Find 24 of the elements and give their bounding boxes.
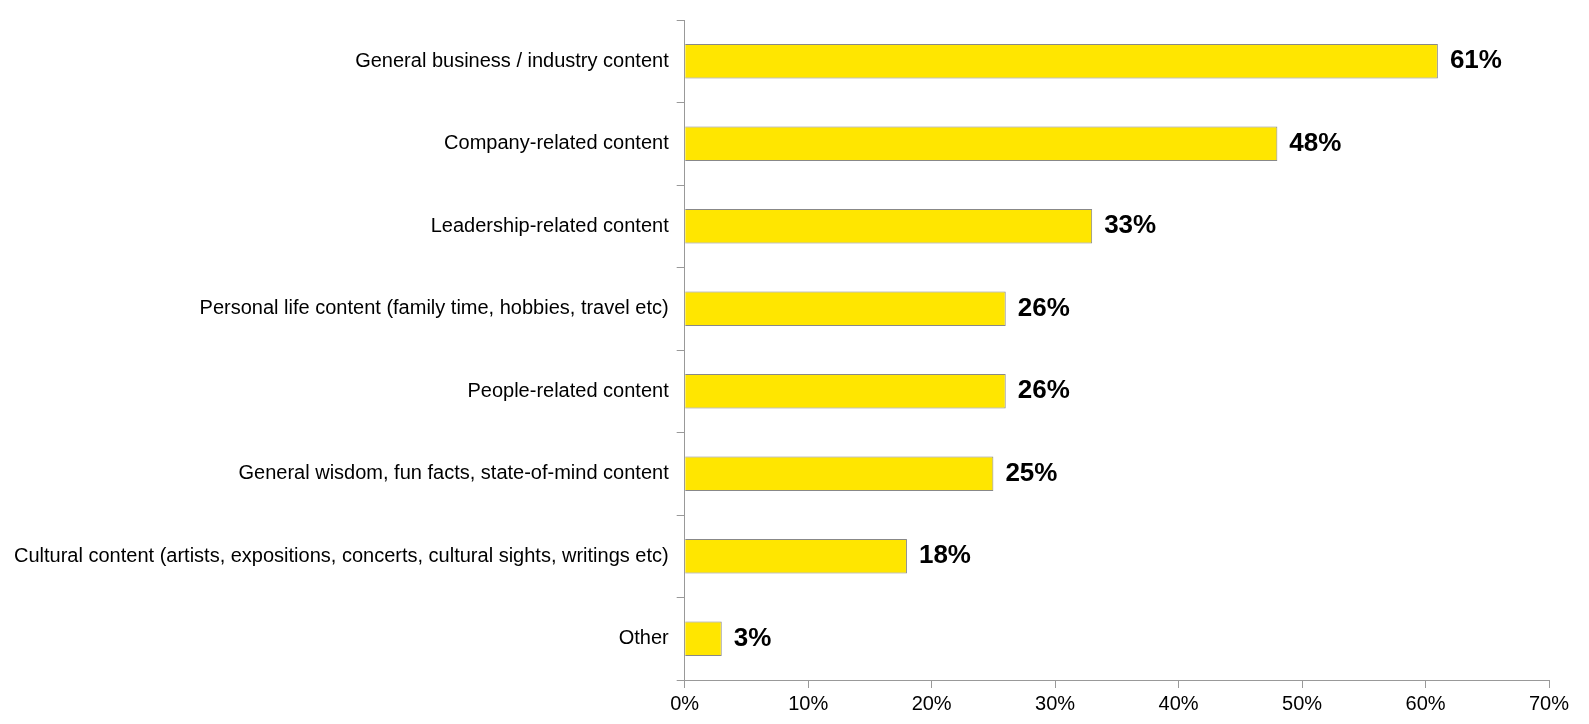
data-label: 25% bbox=[1005, 456, 1058, 487]
data-label: 61% bbox=[1449, 44, 1502, 75]
y-tick-label: Leadership-related content bbox=[430, 213, 670, 236]
x-tick-label: 0% bbox=[670, 691, 700, 714]
data-label: 3% bbox=[733, 621, 772, 652]
x-tick-label: 20% bbox=[911, 691, 952, 714]
data-label: 26% bbox=[1017, 291, 1070, 322]
y-tick-label: Personal life content (family time, hobbies, travel etc) bbox=[199, 296, 669, 319]
data-label: 26% bbox=[1017, 374, 1070, 405]
data-label: 48% bbox=[1289, 126, 1342, 157]
x-tick-label: 40% bbox=[1158, 691, 1199, 714]
y-tick-label: Cultural content (artists, expositions, concerts, cultural sights, writings etc) bbox=[13, 543, 669, 566]
x-tick-label: 30% bbox=[1035, 691, 1076, 714]
data-label: 33% bbox=[1104, 209, 1157, 240]
y-tick-label: General business / industry content bbox=[355, 48, 670, 71]
y-tick-label: People-related content bbox=[467, 378, 670, 401]
data-label: 18% bbox=[918, 539, 971, 570]
x-tick-label: 70% bbox=[1528, 691, 1570, 714]
y-tick-label: Company-related content bbox=[444, 131, 670, 154]
y-tick-label: Other bbox=[618, 626, 670, 649]
x-tick-label: 60% bbox=[1405, 691, 1446, 714]
x-tick-label: 10% bbox=[788, 691, 829, 714]
y-tick-label: General wisdom, fun facts, state-of-mind content bbox=[238, 461, 670, 484]
x-tick-label: 50% bbox=[1282, 691, 1323, 714]
